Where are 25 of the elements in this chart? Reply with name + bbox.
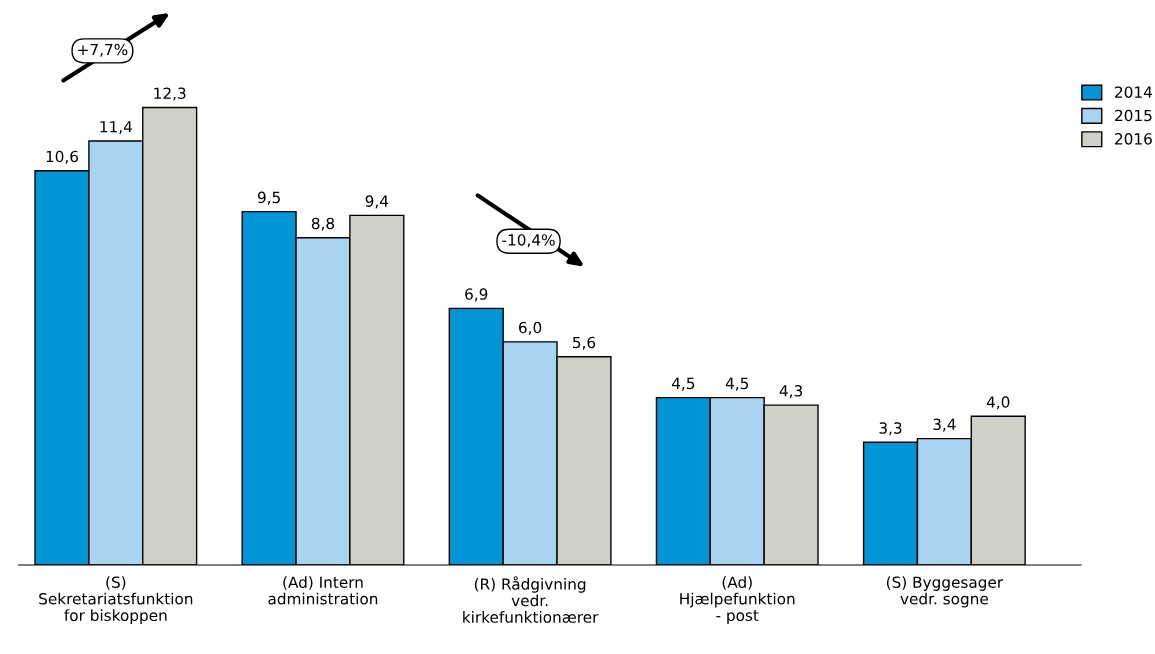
data-label: 10,6 — [46, 150, 79, 164]
data-label: 8,8 — [311, 217, 335, 231]
x-tick-label: (R) Rådgivning vedr. kirkefunktionærer — [463, 576, 599, 623]
legend-label: 2016 — [1115, 133, 1152, 145]
data-label: 6,9 — [465, 288, 488, 302]
data-label: 4,5 — [671, 377, 695, 391]
data-label: 3,3 — [879, 422, 902, 436]
text: +7,7% — [78, 43, 128, 57]
data-label: 4,3 — [779, 385, 803, 399]
x-tick-label: (S) Byggesager vedr. sogne — [886, 576, 1004, 608]
data-label: 6,0 — [519, 321, 542, 335]
x-tick-label: (Ad) Intern administration — [268, 576, 378, 605]
annotation: -10,4% — [502, 234, 555, 248]
legend-label: 2014 — [1115, 86, 1152, 98]
data-label: 9,5 — [257, 191, 280, 205]
data-label: 9,4 — [365, 195, 389, 209]
data-label: 4,5 — [725, 377, 749, 391]
x-tick-label: (S) Sekretariatsfunktion for biskoppen — [39, 576, 193, 625]
data-label: 11,4 — [100, 121, 132, 135]
data-label: 12,3 — [154, 87, 186, 101]
data-label: 5,6 — [572, 336, 596, 350]
legend-label: 2015 — [1115, 109, 1152, 122]
data-label: 4,0 — [986, 396, 1010, 410]
x-tick-label: (Ad) Hjælpefunktion - post — [680, 576, 795, 625]
data-label: 3,4 — [933, 418, 956, 432]
